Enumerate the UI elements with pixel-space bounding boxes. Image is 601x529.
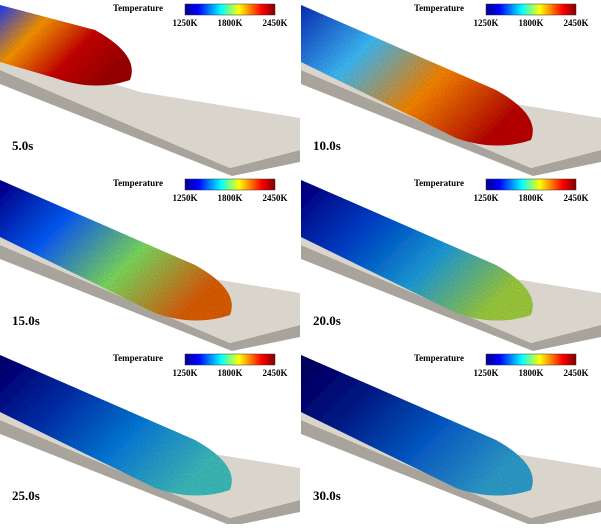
colorbar: [185, 354, 275, 365]
colorbar: [185, 179, 275, 190]
colorbar-tick-label: 1250K: [473, 193, 498, 203]
colorbar: [486, 179, 576, 190]
figure: Temperature1250K1800K2450K5.0sTemperatur…: [0, 0, 601, 524]
time-label: 20.0s: [313, 313, 341, 328]
colorbar-title: Temperature: [414, 178, 464, 188]
time-label: 30.0s: [313, 488, 341, 503]
colorbar-tick-label: 2450K: [262, 368, 287, 378]
colorbar-title: Temperature: [414, 353, 464, 363]
colorbar-title: Temperature: [414, 3, 464, 13]
colorbar-title: Temperature: [113, 3, 163, 13]
time-label: 10.0s: [313, 138, 341, 153]
colorbar-tick-label: 1250K: [172, 193, 197, 203]
time-label: 15.0s: [12, 313, 40, 328]
panel: Temperature 1250K 1800K 2450K 25.0s: [0, 353, 300, 524]
colorbar: [486, 4, 576, 15]
colorbar: [486, 354, 576, 365]
panel: Temperature 1250K 1800K 2450K 20.0s: [301, 178, 601, 351]
colorbar-tick-label: 2450K: [262, 18, 287, 28]
colorbar-tick-label: 1250K: [473, 18, 498, 28]
colorbar-tick-label: 1800K: [518, 18, 543, 28]
colorbar-tick-label: 1800K: [518, 193, 543, 203]
colorbar-tick-label: 2450K: [563, 193, 588, 203]
colorbar-tick-label: 1800K: [518, 368, 543, 378]
colorbar-tick-label: 1250K: [172, 18, 197, 28]
colorbar-title: Temperature: [113, 353, 163, 363]
colorbar-tick-label: 2450K: [563, 368, 588, 378]
colorbar-tick-label: 1250K: [473, 368, 498, 378]
panel: Temperature 1250K 1800K 2450K 10.0s: [301, 3, 601, 176]
time-label: 25.0s: [12, 488, 40, 503]
panel: Temperature 1250K 1800K 2450K 15.0s: [0, 178, 300, 351]
colorbar: [185, 4, 275, 15]
colorbar-tick-label: 2450K: [262, 193, 287, 203]
colorbar-title: Temperature: [113, 178, 163, 188]
panel: Temperature 1250K 1800K 2450K 30.0s: [301, 353, 601, 524]
colorbar-tick-label: 1800K: [217, 193, 242, 203]
colorbar-tick-label: 1250K: [172, 368, 197, 378]
panel: Temperature 1250K 1800K 2450K 5.0s: [0, 3, 300, 176]
colorbar-tick-label: 1800K: [217, 368, 242, 378]
time-label: 5.0s: [12, 138, 33, 153]
colorbar-tick-label: 2450K: [563, 18, 588, 28]
colorbar-tick-label: 1800K: [217, 18, 242, 28]
